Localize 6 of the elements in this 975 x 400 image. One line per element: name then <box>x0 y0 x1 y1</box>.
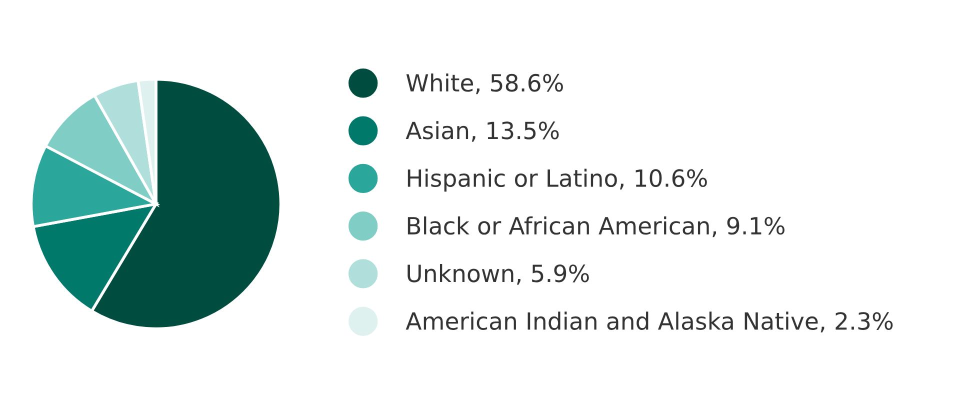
legend-label: Hispanic or Latino, 10.6% <box>408 168 707 192</box>
legend-label: White, 58.6% <box>406 73 563 94</box>
legend-label: Unknown, 5.9% <box>408 264 589 285</box>
legend-label: Asian, 13.5% <box>406 121 559 142</box>
legend-label: American Indian and Alaska Native, 2.3% <box>406 312 893 332</box>
legend-label: Black or African American, 9.1% <box>408 216 784 238</box>
